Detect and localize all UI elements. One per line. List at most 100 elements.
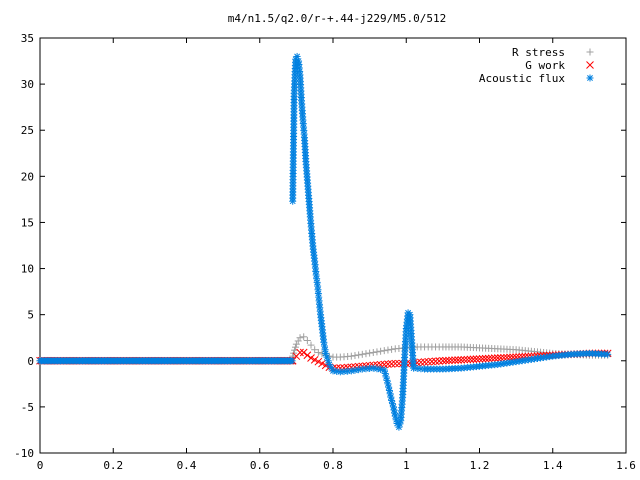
y-tick-label: 5 bbox=[27, 309, 34, 322]
legend-marker bbox=[586, 61, 594, 69]
y-tick-label: -10 bbox=[14, 447, 34, 460]
data-marks bbox=[36, 52, 612, 431]
data-point bbox=[358, 350, 366, 358]
y-tick-label: -5 bbox=[21, 401, 34, 414]
data-point bbox=[303, 351, 312, 360]
legend-item-g-work: G work bbox=[525, 59, 594, 72]
interp-point bbox=[431, 357, 440, 366]
legend-label: R stress bbox=[512, 46, 565, 59]
interp-point bbox=[291, 346, 299, 354]
x-tick-label: 0.8 bbox=[323, 459, 343, 472]
interp-point bbox=[417, 358, 425, 367]
data-point bbox=[299, 348, 308, 357]
interp-point bbox=[388, 345, 396, 353]
x-tick-label: 1.2 bbox=[470, 459, 490, 472]
data-point bbox=[325, 360, 333, 368]
interp-point bbox=[384, 346, 392, 354]
x-tick-label: 0 bbox=[37, 459, 44, 472]
data-point bbox=[493, 354, 502, 362]
plot-frame bbox=[39, 37, 627, 454]
interp-point bbox=[428, 357, 436, 366]
interp-point bbox=[490, 354, 499, 363]
interp-point bbox=[472, 355, 481, 363]
interp-point bbox=[291, 343, 299, 351]
data-point bbox=[391, 359, 400, 368]
interp-point bbox=[384, 360, 392, 369]
data-point bbox=[369, 348, 377, 356]
data-point bbox=[310, 356, 319, 364]
interp-point bbox=[420, 358, 429, 366]
interp-point bbox=[377, 347, 385, 355]
data-point bbox=[292, 340, 300, 348]
data-point bbox=[475, 355, 484, 363]
data-point bbox=[296, 348, 304, 357]
data-point bbox=[318, 359, 326, 368]
interp-point bbox=[387, 359, 396, 368]
x-tick-label: 1.6 bbox=[616, 459, 636, 472]
data-point bbox=[457, 356, 466, 364]
y-tick-label: 10 bbox=[21, 263, 34, 276]
interp-point bbox=[435, 357, 444, 365]
x-tick-label: 1.4 bbox=[543, 459, 563, 472]
interp-point bbox=[466, 355, 475, 364]
legend-label: G work bbox=[525, 59, 565, 72]
data-point bbox=[314, 348, 322, 356]
data-point bbox=[347, 352, 355, 360]
data-point bbox=[311, 346, 319, 354]
interp-point bbox=[355, 351, 363, 359]
interp-point bbox=[469, 355, 478, 364]
legend-marker bbox=[586, 74, 594, 82]
data-point bbox=[296, 334, 304, 342]
interp-point bbox=[487, 354, 496, 363]
interp-point bbox=[351, 352, 359, 360]
x-tick-label: 0.6 bbox=[250, 459, 270, 472]
interp-point bbox=[481, 354, 490, 363]
data-point bbox=[300, 333, 308, 341]
y-tick-label: 25 bbox=[21, 124, 34, 137]
interp-point bbox=[503, 353, 511, 362]
axes: 0 0.2 0.4 0.6 0.8 1 1.2 1.4 1.6 -10 -5 0 5 10 15 20 25 30… bbox=[14, 32, 636, 472]
y-tick-label: 35 bbox=[21, 32, 34, 45]
interp-point bbox=[478, 354, 487, 363]
interp-point bbox=[445, 356, 453, 365]
x-tick-label: 0.4 bbox=[177, 459, 197, 472]
y-tick-label: 15 bbox=[21, 216, 34, 229]
interp-point bbox=[448, 356, 456, 365]
interp-point bbox=[506, 353, 514, 362]
y-tick-label: 0 bbox=[27, 355, 34, 368]
legend-marker bbox=[586, 48, 594, 56]
interp-point bbox=[442, 356, 450, 365]
legend-item-acoustic-flux: Acoustic flux bbox=[479, 72, 594, 85]
interp-point bbox=[500, 353, 508, 362]
interp-point bbox=[463, 355, 472, 364]
data-point bbox=[314, 357, 323, 366]
interp-point bbox=[460, 355, 469, 364]
data-point bbox=[604, 350, 612, 358]
data-point bbox=[307, 341, 315, 349]
interp-point bbox=[484, 354, 493, 363]
legend-label: Acoustic flux bbox=[479, 72, 565, 85]
y-tick-label: 20 bbox=[21, 170, 34, 183]
interp-point bbox=[294, 337, 302, 345]
interp-point bbox=[362, 350, 370, 358]
data-point bbox=[380, 347, 388, 355]
interp-point bbox=[381, 369, 389, 377]
baseline-marker bbox=[288, 357, 296, 365]
interp-point bbox=[373, 348, 381, 356]
y-tick-label: 30 bbox=[21, 78, 34, 91]
interp-point bbox=[497, 354, 505, 362]
legend-item-r-stress: R stress bbox=[512, 46, 594, 59]
x-tick-label: 1 bbox=[403, 459, 410, 472]
data-point bbox=[439, 356, 447, 365]
data-point bbox=[307, 354, 315, 362]
interp-point bbox=[451, 356, 459, 365]
x-tick-label: 0.2 bbox=[103, 459, 123, 472]
data-point bbox=[303, 336, 311, 344]
data-point bbox=[347, 367, 355, 375]
series-acoustic-flux bbox=[36, 52, 612, 431]
interp-point bbox=[366, 349, 374, 357]
chart-title: m4/n1.5/q2.0/r-+.44-j229/M5.0/512 bbox=[228, 12, 447, 25]
interp-point bbox=[454, 356, 462, 364]
